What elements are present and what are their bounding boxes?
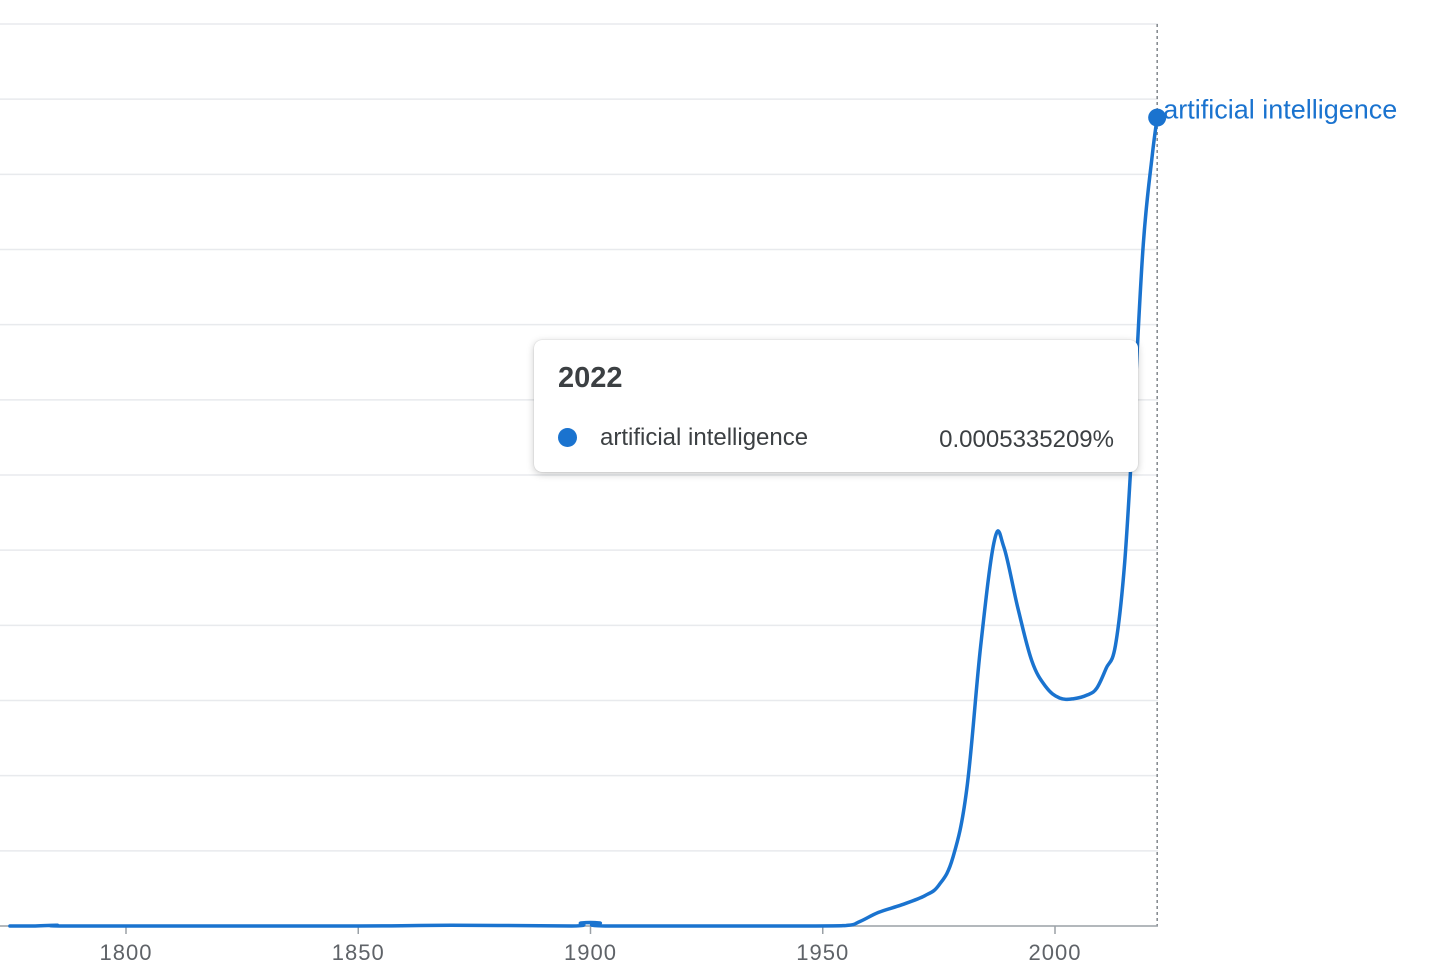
series-line-artificial-intelligence <box>8 115 1159 928</box>
tooltip-series-name: artificial intelligence <box>600 424 809 451</box>
x-tick-label: 2000 <box>1029 940 1082 965</box>
tooltip-year: 2022 <box>558 362 623 394</box>
tooltip-value: 0.0005335209% <box>939 426 1114 453</box>
x-tick-label: 1900 <box>564 940 617 965</box>
x-tick-label: 1950 <box>796 940 849 965</box>
x-tick-label: 1800 <box>100 940 153 965</box>
x-axis-ticks: 1800 1850 1900 1950 2000 <box>100 926 1082 965</box>
series-color-dot <box>558 428 577 447</box>
gridlines <box>0 23 1158 852</box>
series-end-point[interactable] <box>1148 108 1167 127</box>
series-end-label: artificial intelligence <box>1163 95 1397 125</box>
x-tick-label: 1850 <box>332 940 385 965</box>
hover-tooltip: 2022 artificial intelligence 0.000533520… <box>534 340 1138 472</box>
